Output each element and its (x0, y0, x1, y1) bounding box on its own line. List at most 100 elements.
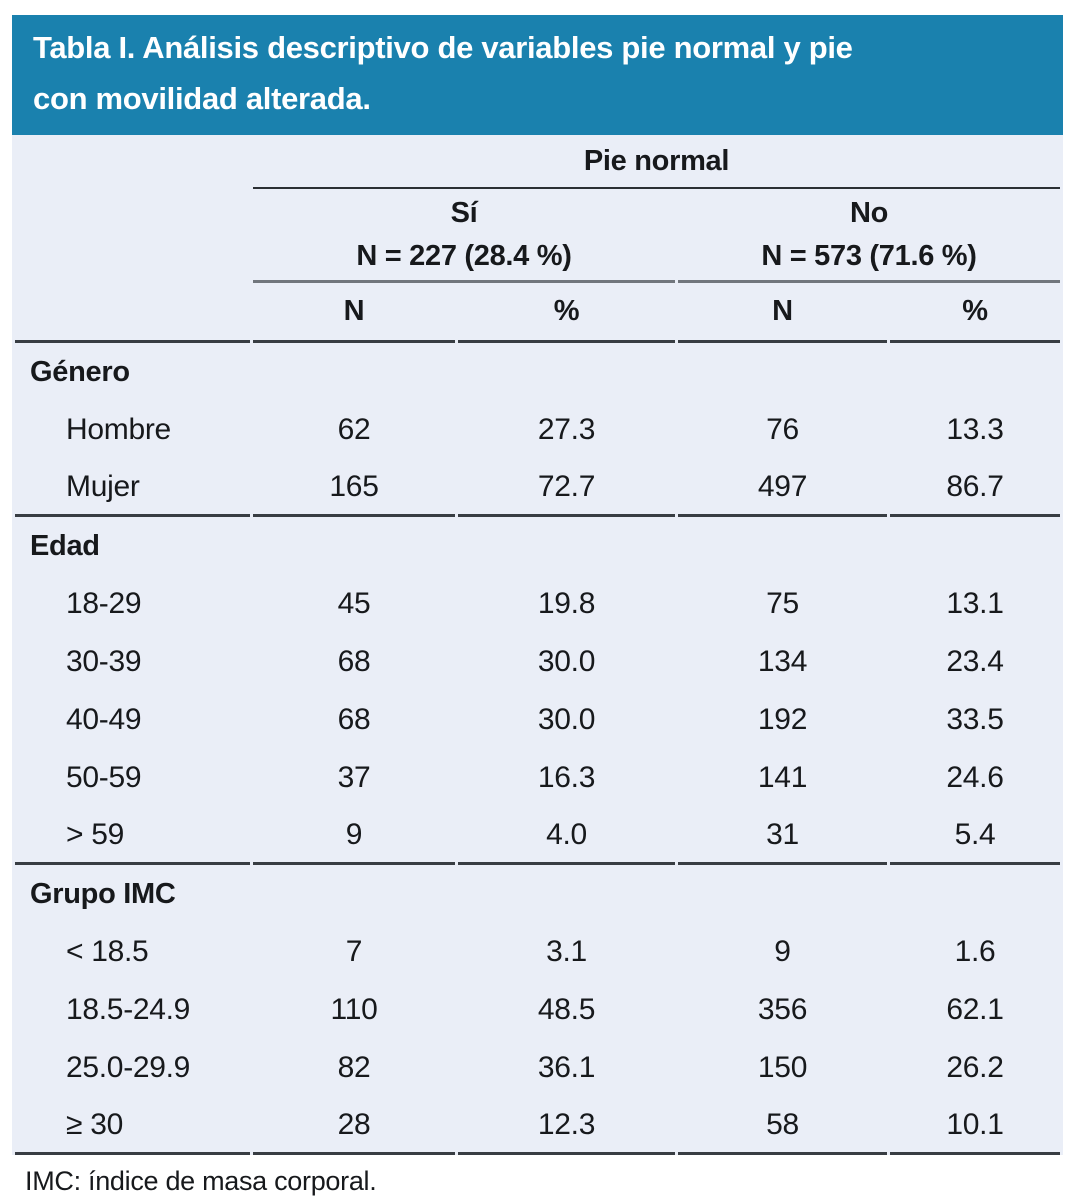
table-title-bar: Tabla I. Análisis descriptivo de variabl… (12, 15, 1063, 135)
cell: 86.7 (890, 459, 1061, 517)
row-label: 40-49 (66, 703, 142, 736)
cell: 141 (757, 761, 808, 794)
cell: 82 (337, 1051, 371, 1084)
col-header-n-no: N (678, 283, 887, 343)
table-row-25-0-29-9: 25.0-29.9 82 36.1 150 26.2 (15, 1039, 1060, 1097)
col-header-pct-no: % (890, 283, 1061, 343)
section-header-row-genero: Género (15, 343, 1060, 401)
row-label: Hombre (66, 413, 171, 446)
group-header-pie-normal: Pie normal (253, 135, 1061, 189)
cell: 48.5 (537, 993, 596, 1026)
cell: 1.6 (954, 935, 996, 968)
cell: 7 (345, 935, 363, 968)
spacer-cell (253, 517, 455, 575)
cell: 24.6 (946, 761, 1004, 794)
table-row-lt-18-5: < 18.5 7 3.1 9 1.6 (15, 923, 1060, 981)
table-row-mujer: Mujer 165 72.7 497 86.7 (15, 459, 1061, 517)
subgroup-si: Sí N = 227 (28.4 %) (253, 189, 675, 283)
cell: 16.3 (537, 761, 596, 794)
cell: 68 (337, 645, 371, 678)
section-header-row-grupo-imc: Grupo IMC (15, 865, 1060, 923)
spacer-cell (253, 865, 455, 923)
spacer-cell (678, 517, 887, 575)
row-label: ≥ 30 (15, 1097, 250, 1155)
row-label: 25.0-29.9 (66, 1051, 191, 1084)
cell: 28 (253, 1097, 455, 1155)
table-row-50-59: 50-59 37 16.3 141 24.6 (15, 749, 1060, 807)
cell: 23.4 (946, 645, 1004, 678)
row-label: 30-39 (66, 645, 142, 678)
col-header-pct-si: % (458, 283, 675, 343)
cell: 165 (253, 459, 455, 517)
table-row-40-49: 40-49 68 30.0 192 33.5 (15, 691, 1060, 749)
cell: 192 (757, 703, 808, 736)
spacer-cell (890, 517, 1060, 575)
table-row-gt-59: > 59 9 4.0 31 5.4 (15, 807, 1061, 865)
row-label: 18-29 (66, 587, 142, 620)
cell: 30.0 (537, 703, 596, 736)
cell: 58 (678, 1097, 887, 1155)
spacer-cell (15, 283, 250, 343)
table-title-line-1: Tabla I. Análisis descriptivo de variabl… (33, 30, 853, 65)
cell: 5.4 (890, 807, 1061, 865)
spacer-cell (458, 517, 675, 575)
spacer-cell (253, 343, 455, 401)
group-header-row: Pie normal (15, 135, 1061, 189)
row-label: < 18.5 (66, 935, 149, 968)
table-row-30-39: 30-39 68 30.0 134 23.4 (15, 633, 1060, 691)
cell: 356 (757, 993, 808, 1026)
row-label: Mujer (15, 459, 250, 517)
table-row-ge-30: ≥ 30 28 12.3 58 10.1 (15, 1097, 1061, 1155)
subgroup-no-label: No (849, 196, 889, 229)
cell: 13.1 (946, 587, 1004, 620)
cell: 26.2 (946, 1051, 1004, 1084)
spacer-cell (15, 135, 250, 189)
table-title-line-2: con movilidad alterada. (33, 81, 371, 116)
subgroup-no-n: N = 573 (71.6 %) (761, 239, 977, 272)
table-footnote: IMC: índice de masa corporal. (25, 1166, 377, 1196)
subgroup-no: No N = 573 (71.6 %) (678, 189, 1061, 283)
row-label: > 59 (15, 807, 250, 865)
spacer-cell (15, 189, 250, 283)
subgroup-si-label: Sí (450, 196, 478, 229)
section-header-genero: Género (30, 355, 130, 388)
cell: 30.0 (537, 645, 596, 678)
cell: 45 (337, 587, 371, 620)
cell: 497 (678, 459, 887, 517)
cell: 13.3 (946, 413, 1004, 446)
cell: 4.0 (458, 807, 675, 865)
cell: 68 (337, 703, 371, 736)
spacer-cell (458, 865, 675, 923)
table-row-hombre: Hombre 62 27.3 76 13.3 (15, 401, 1060, 459)
spacer-cell (458, 343, 675, 401)
cell: 33.5 (946, 703, 1004, 736)
cell: 150 (757, 1051, 808, 1084)
row-label: 50-59 (66, 761, 142, 794)
section-header-row-edad: Edad (15, 517, 1060, 575)
spacer-cell (890, 343, 1060, 401)
col-header-n-si: N (253, 283, 455, 343)
section-header-edad: Edad (30, 529, 100, 562)
subgroup-header-row: Sí N = 227 (28.4 %) No N = 573 (71.6 %) (15, 189, 1061, 283)
cell: 110 (330, 993, 378, 1026)
cell: 10.1 (890, 1097, 1061, 1155)
row-label: 18.5-24.9 (66, 993, 191, 1026)
cell: 12.3 (458, 1097, 675, 1155)
cell: 62 (337, 413, 371, 446)
spacer-cell (678, 343, 887, 401)
cell: 9 (253, 807, 455, 865)
cell: 134 (757, 645, 808, 678)
cell: 36.1 (537, 1051, 596, 1084)
cell: 31 (678, 807, 887, 865)
cell: 72.7 (458, 459, 675, 517)
cell: 27.3 (537, 413, 596, 446)
cell: 37 (337, 761, 371, 794)
cell: 76 (766, 413, 799, 446)
table-row-18-5-24-9: 18.5-24.9 110 48.5 356 62.1 (15, 981, 1060, 1039)
cell: 9 (774, 935, 791, 968)
cell: 3.1 (546, 935, 587, 968)
section-header-grupo-imc: Grupo IMC (30, 877, 176, 910)
table-row-18-29: 18-29 45 19.8 75 13.1 (15, 575, 1060, 633)
subgroup-si-n: N = 227 (28.4 %) (356, 239, 572, 272)
